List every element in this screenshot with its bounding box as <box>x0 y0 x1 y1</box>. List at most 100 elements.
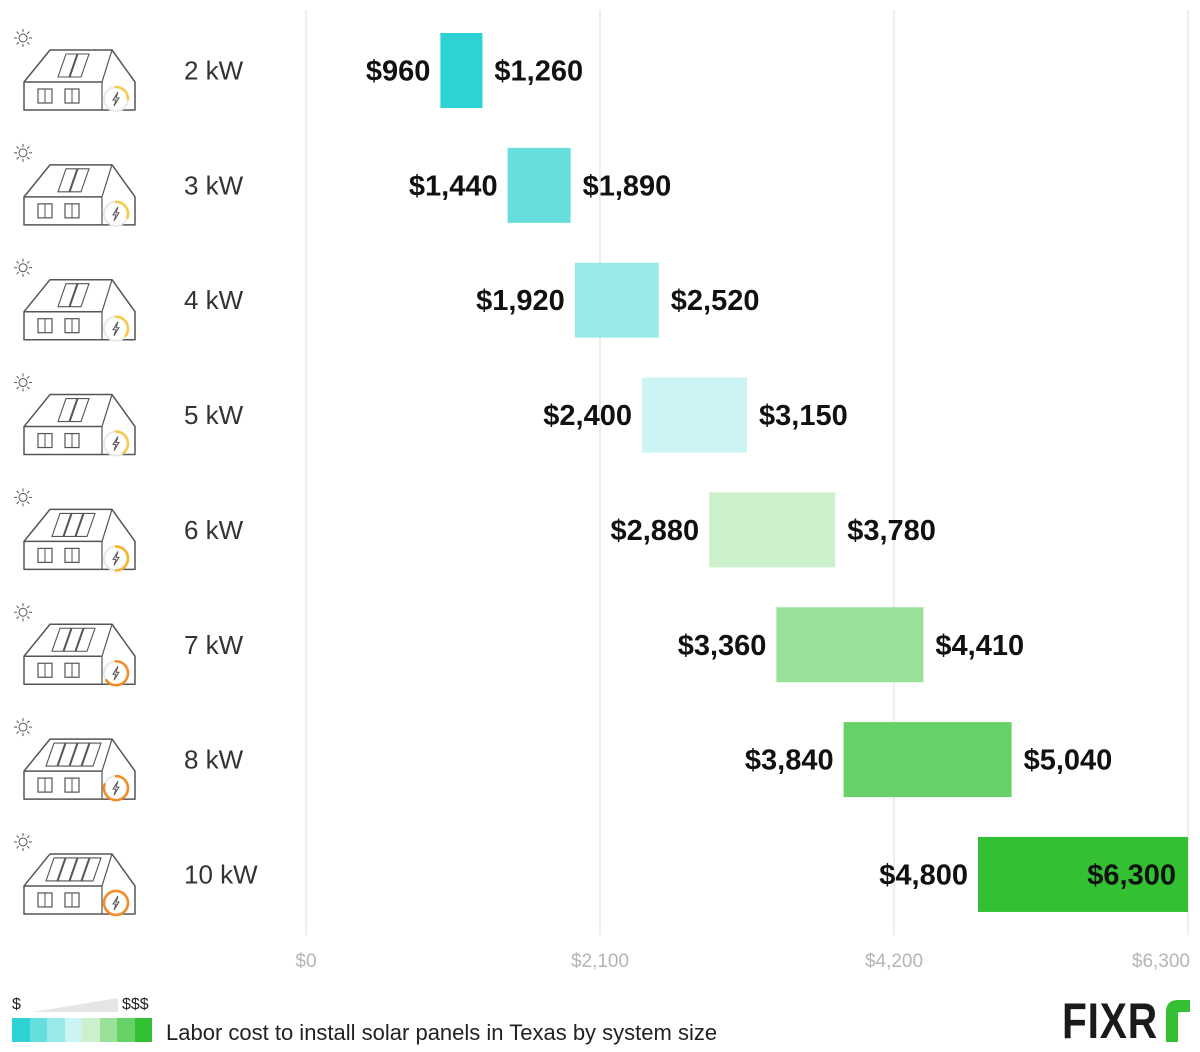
solar-house-icon <box>14 603 136 687</box>
meter-arc <box>114 85 130 101</box>
solar-house-icon <box>14 488 136 572</box>
solar-panel-icon <box>69 283 90 308</box>
lightning-icon <box>112 321 120 336</box>
chart-row: 7 kW $3,360 $4,410 <box>14 603 1024 687</box>
category-label: 10 kW <box>184 859 258 889</box>
solar-panel-icon <box>57 742 78 767</box>
low-value-label: $2,400 <box>543 400 632 432</box>
range-bar-chart: $0 $2,100 $4,200 $6,300 2 kW $960 $1,260 3 kW $1… <box>14 10 1190 972</box>
category-label: 3 kW <box>184 170 244 200</box>
footer: $ $$$ Labor cost to install solar panels… <box>0 990 1200 1052</box>
sun-icon <box>14 603 32 622</box>
lightning-icon <box>112 551 120 566</box>
range-bar <box>642 377 747 453</box>
high-value-label: $3,150 <box>759 400 848 432</box>
meter-arc <box>104 659 130 687</box>
range-bar <box>440 33 483 108</box>
legend-swatch <box>82 1018 100 1042</box>
solar-panel-icon <box>69 742 90 767</box>
chart-row: 2 kW $960 $1,260 <box>14 29 583 112</box>
chart-row: 4 kW $1,920 $2,520 <box>14 258 760 342</box>
category-label: 4 kW <box>184 285 244 315</box>
sun-icon <box>14 488 32 507</box>
sun-icon <box>14 373 32 392</box>
legend-cost-ramp <box>32 998 118 1012</box>
solar-panel-icon <box>45 742 66 767</box>
house-outline <box>23 278 136 341</box>
category-label: 2 kW <box>184 56 244 86</box>
chart-row: 6 kW $2,880 $3,780 <box>14 488 936 572</box>
x-tick-label: $6,300 <box>1132 951 1190 972</box>
high-value-label: $1,890 <box>583 170 672 202</box>
lightning-icon <box>112 895 120 911</box>
solar-house-icon <box>14 143 136 227</box>
x-tick-label: $2,100 <box>571 951 629 972</box>
legend-swatch <box>47 1018 65 1042</box>
house-outline <box>23 738 136 800</box>
solar-panel-icon <box>57 397 78 423</box>
high-value-label: $3,780 <box>847 515 936 547</box>
chart-row: 10 kW $4,800 $6,300 <box>14 832 1188 917</box>
sun-icon <box>14 143 32 162</box>
house-outline <box>23 853 136 915</box>
legend-swatch <box>134 1018 152 1042</box>
house-outline <box>23 623 136 685</box>
low-value-label: $1,920 <box>476 285 565 317</box>
solar-panel-icon <box>81 857 102 882</box>
low-value-label: $3,360 <box>678 630 767 662</box>
x-tick-label: $0 <box>295 951 316 972</box>
sun-icon <box>14 832 32 851</box>
high-value-label: $6,300 <box>1087 859 1176 891</box>
lightning-icon <box>112 665 120 681</box>
range-bar <box>776 607 924 683</box>
category-label: 6 kW <box>184 515 244 545</box>
sun-icon <box>14 29 32 47</box>
lightning-icon <box>112 436 120 451</box>
solar-panel-icon <box>69 857 90 882</box>
legend-swatch <box>99 1018 117 1042</box>
solar-panel-icon <box>57 168 78 193</box>
solar-house-icon <box>14 258 136 342</box>
solar-panel-icon <box>69 168 90 193</box>
svg-text:FIXR: FIXR <box>1062 996 1158 1042</box>
lightning-icon <box>112 206 120 222</box>
range-bar <box>709 492 836 568</box>
legend-swatch <box>29 1018 47 1042</box>
fixr-logo: FIXR <box>1062 996 1190 1042</box>
legend-swatches <box>12 1018 152 1042</box>
high-value-label: $2,520 <box>671 285 760 317</box>
solar-panel-icon <box>69 53 90 78</box>
category-label: 7 kW <box>184 630 244 660</box>
solar-panel-icon <box>75 512 96 537</box>
range-bar <box>574 262 659 338</box>
meter-arc <box>102 774 130 802</box>
range-bar <box>507 147 571 223</box>
solar-panel-icon <box>63 512 84 537</box>
meter-arc <box>114 200 130 219</box>
category-label: 8 kW <box>184 745 244 775</box>
meter-arc <box>114 430 130 455</box>
solar-house-icon <box>14 29 136 112</box>
lightning-icon <box>112 780 120 796</box>
chart-row: 5 kW $2,400 $3,150 <box>14 373 848 457</box>
meter-arc <box>114 315 130 338</box>
high-value-label: $1,260 <box>494 56 583 88</box>
solar-panel-icon <box>57 857 78 882</box>
range-bar <box>843 722 1012 798</box>
meter-arc <box>102 889 130 917</box>
solar-panel-icon <box>63 627 84 652</box>
chart-row: 3 kW $1,440 $1,890 <box>14 143 672 227</box>
solar-panel-icon <box>57 53 78 78</box>
legend-swatch <box>64 1018 82 1042</box>
sun-icon <box>14 718 32 737</box>
legend-swatch <box>117 1018 135 1042</box>
solar-panel-icon <box>51 512 72 537</box>
lightning-icon <box>112 91 120 107</box>
legend-low-label: $ <box>12 996 21 1013</box>
high-value-label: $5,040 <box>1024 745 1113 777</box>
meter-arc <box>114 545 130 572</box>
solar-panel-icon <box>75 627 96 652</box>
range-bar <box>978 836 1188 912</box>
house-outline <box>23 393 136 456</box>
solar-panel-icon <box>69 397 90 423</box>
